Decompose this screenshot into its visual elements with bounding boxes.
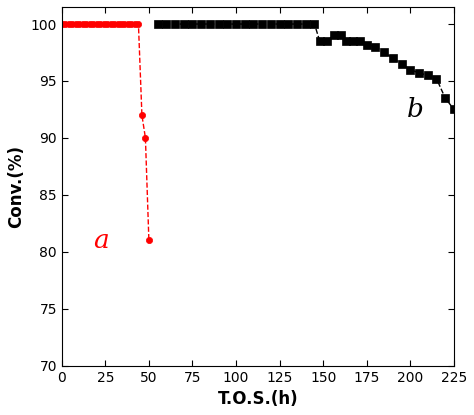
X-axis label: T.O.S.(h): T.O.S.(h) xyxy=(218,390,298,408)
Y-axis label: Conv.(%): Conv.(%) xyxy=(7,145,25,228)
Text: a: a xyxy=(93,228,109,253)
Text: b: b xyxy=(407,98,424,122)
